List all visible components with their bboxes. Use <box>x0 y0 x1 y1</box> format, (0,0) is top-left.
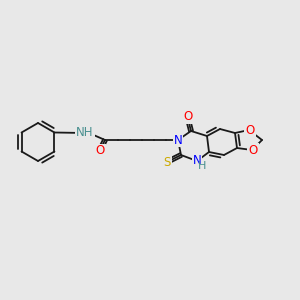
Text: N: N <box>174 134 182 146</box>
Text: H: H <box>198 161 206 171</box>
Text: NH: NH <box>76 127 94 140</box>
Text: N: N <box>193 154 201 167</box>
Text: O: O <box>245 124 255 136</box>
Text: O: O <box>183 110 193 124</box>
Text: S: S <box>163 155 171 169</box>
Text: O: O <box>248 143 258 157</box>
Text: O: O <box>95 145 105 158</box>
